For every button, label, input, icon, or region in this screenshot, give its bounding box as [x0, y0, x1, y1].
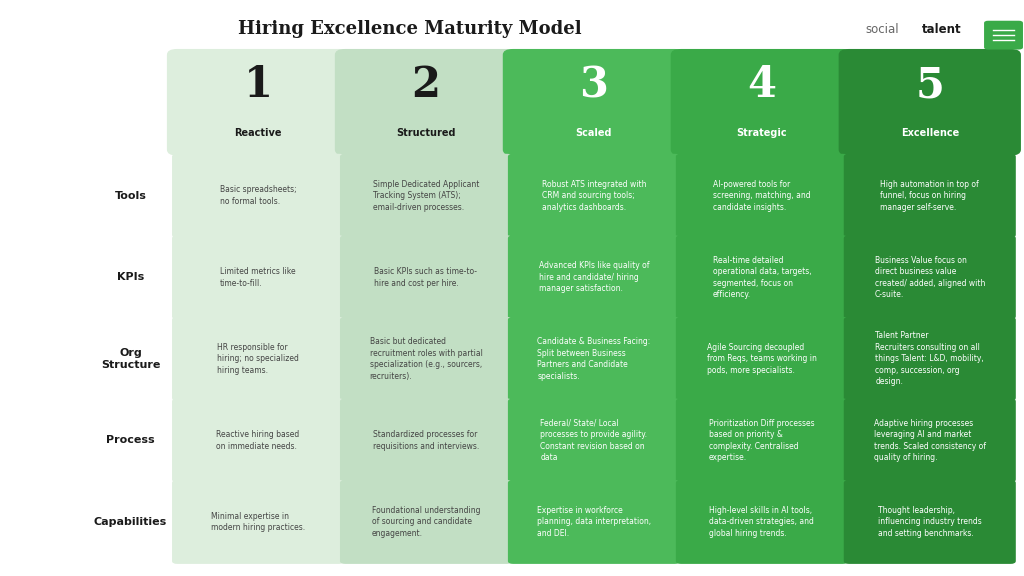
Text: Org
Structure: Org Structure [101, 348, 160, 370]
Text: Excellence: Excellence [901, 128, 958, 138]
FancyBboxPatch shape [671, 49, 853, 156]
Text: Real-time detailed
operational data, targets,
segmented, focus on
efficiency.: Real-time detailed operational data, tar… [713, 256, 811, 299]
FancyBboxPatch shape [844, 399, 1016, 482]
Text: Expertise in workforce
planning, data interpretation,
and DEI.: Expertise in workforce planning, data in… [537, 506, 651, 538]
Text: 3: 3 [580, 64, 608, 106]
FancyBboxPatch shape [839, 49, 1021, 156]
Text: Agile Sourcing decoupled
from Reqs, teams working in
pods, more specialists.: Agile Sourcing decoupled from Reqs, team… [707, 343, 817, 375]
Text: social: social [865, 23, 899, 36]
FancyBboxPatch shape [340, 480, 512, 564]
Text: Basic but dedicated
recruitment roles with partial
specialization (e.g., sourcer: Basic but dedicated recruitment roles wi… [370, 337, 482, 381]
Text: Limited metrics like
time-to-fill.: Limited metrics like time-to-fill. [220, 267, 296, 287]
Text: Capabilities: Capabilities [94, 517, 167, 527]
Text: Adaptive hiring processes
leveraging AI and market
trends. Scaled consistency of: Adaptive hiring processes leveraging AI … [873, 419, 986, 462]
FancyBboxPatch shape [340, 399, 512, 482]
Text: Standardized processes for
requisitions and interviews.: Standardized processes for requisitions … [373, 430, 479, 450]
Text: Hiring Excellence Maturity Model: Hiring Excellence Maturity Model [238, 20, 582, 38]
Text: Basic KPIs such as time-to-
hire and cost per hire.: Basic KPIs such as time-to- hire and cos… [375, 267, 477, 287]
Text: Robust ATS integrated with
CRM and sourcing tools;
analytics dashboards.: Robust ATS integrated with CRM and sourc… [542, 180, 646, 211]
Text: Thought leadership,
influencing industry trends
and setting benchmarks.: Thought leadership, influencing industry… [878, 506, 982, 538]
FancyBboxPatch shape [335, 49, 517, 156]
FancyBboxPatch shape [508, 317, 680, 401]
FancyBboxPatch shape [172, 236, 344, 319]
FancyBboxPatch shape [676, 154, 848, 238]
Text: Process: Process [106, 435, 155, 445]
Text: Reactive hiring based
on immediate needs.: Reactive hiring based on immediate needs… [216, 430, 300, 450]
FancyBboxPatch shape [508, 480, 680, 564]
Text: Scaled: Scaled [575, 128, 612, 138]
FancyBboxPatch shape [676, 236, 848, 319]
FancyBboxPatch shape [676, 317, 848, 401]
FancyBboxPatch shape [172, 154, 344, 238]
Text: 4: 4 [748, 64, 776, 106]
FancyBboxPatch shape [844, 317, 1016, 401]
FancyBboxPatch shape [844, 154, 1016, 238]
FancyBboxPatch shape [676, 480, 848, 564]
FancyBboxPatch shape [340, 236, 512, 319]
FancyBboxPatch shape [340, 317, 512, 401]
Text: Minimal expertise in
modern hiring practices.: Minimal expertise in modern hiring pract… [211, 511, 305, 532]
Text: 5: 5 [915, 64, 944, 106]
Text: AI-powered tools for
screening, matching, and
candidate insights.: AI-powered tools for screening, matching… [713, 180, 811, 211]
FancyBboxPatch shape [508, 399, 680, 482]
FancyBboxPatch shape [340, 154, 512, 238]
FancyBboxPatch shape [172, 480, 344, 564]
Text: Structured: Structured [396, 128, 456, 138]
Text: Tools: Tools [115, 191, 146, 200]
Text: Basic spreadsheets;
no formal tools.: Basic spreadsheets; no formal tools. [220, 185, 296, 206]
FancyBboxPatch shape [167, 49, 349, 156]
Text: HR responsible for
hiring; no specialized
hiring teams.: HR responsible for hiring; no specialize… [217, 343, 299, 375]
Text: 1: 1 [244, 64, 272, 106]
FancyBboxPatch shape [172, 399, 344, 482]
Text: High-level skills in AI tools,
data-driven strategies, and
global hiring trends.: High-level skills in AI tools, data-driv… [710, 506, 814, 538]
Text: 2: 2 [412, 64, 440, 106]
FancyBboxPatch shape [844, 236, 1016, 319]
FancyBboxPatch shape [676, 399, 848, 482]
Text: Strategic: Strategic [736, 128, 787, 138]
FancyBboxPatch shape [844, 480, 1016, 564]
Text: talent: talent [922, 23, 962, 36]
Text: Reactive: Reactive [234, 128, 282, 138]
FancyBboxPatch shape [172, 317, 344, 401]
Text: Candidate & Business Facing:
Split between Business
Partners and Candidate
speci: Candidate & Business Facing: Split betwe… [538, 337, 650, 381]
FancyBboxPatch shape [984, 21, 1023, 50]
Text: Business Value focus on
direct business value
created/ added, aligned with
C-sui: Business Value focus on direct business … [874, 256, 985, 299]
Text: Simple Dedicated Applicant
Tracking System (ATS);
email-driven processes.: Simple Dedicated Applicant Tracking Syst… [373, 180, 479, 211]
Text: Foundational understanding
of sourcing and candidate
engagement.: Foundational understanding of sourcing a… [372, 506, 480, 538]
Text: Talent Partner
Recruiters consulting on all
things Talent: L&D, mobility,
comp, : Talent Partner Recruiters consulting on … [876, 331, 984, 386]
FancyBboxPatch shape [503, 49, 685, 156]
Text: Federal/ State/ Local
processes to provide agility.
Constant revision based on
d: Federal/ State/ Local processes to provi… [541, 419, 647, 462]
Text: Prioritization Diff processes
based on priority &
complexity. Centralised
expert: Prioritization Diff processes based on p… [709, 419, 815, 462]
Text: KPIs: KPIs [117, 272, 144, 282]
Text: High automation in top of
funnel, focus on hiring
manager self-serve.: High automation in top of funnel, focus … [881, 180, 979, 211]
FancyBboxPatch shape [508, 154, 680, 238]
FancyBboxPatch shape [508, 236, 680, 319]
Text: Advanced KPIs like quality of
hire and candidate/ hiring
manager satisfaction.: Advanced KPIs like quality of hire and c… [539, 262, 649, 293]
